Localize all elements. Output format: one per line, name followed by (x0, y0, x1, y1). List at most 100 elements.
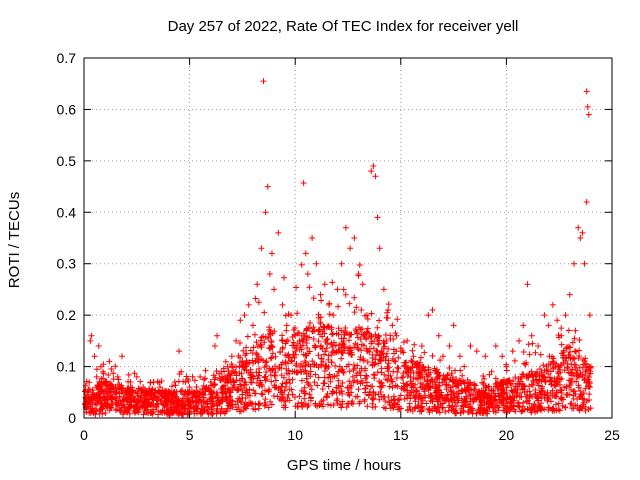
data-point (292, 332, 299, 339)
data-point (330, 401, 337, 408)
data-point (329, 373, 336, 380)
data-point (207, 387, 214, 394)
data-point (478, 399, 485, 406)
data-point (91, 353, 98, 360)
data-point (112, 363, 119, 370)
data-point (442, 375, 449, 382)
data-point (346, 368, 353, 375)
data-point (435, 332, 442, 339)
data-point (282, 352, 289, 359)
data-point (96, 397, 103, 404)
data-point (334, 286, 341, 293)
data-point (357, 336, 364, 343)
data-point (230, 368, 237, 375)
data-point (488, 368, 495, 375)
data-point (406, 400, 413, 407)
data-point (555, 400, 562, 407)
data-point (305, 361, 312, 368)
data-point (228, 401, 235, 408)
data-point (239, 375, 246, 382)
data-point (369, 395, 376, 402)
data-point (256, 369, 263, 376)
data-point (490, 387, 497, 394)
data-point (570, 260, 577, 267)
data-point (279, 301, 286, 308)
data-point (328, 341, 335, 348)
data-point (288, 386, 295, 393)
data-point (409, 408, 416, 415)
data-point (255, 400, 262, 407)
data-point (314, 382, 321, 389)
data-point (86, 379, 93, 386)
data-point (502, 379, 509, 386)
data-point (484, 408, 491, 415)
data-point (163, 397, 170, 404)
data-point (541, 377, 548, 384)
data-point (329, 331, 336, 338)
data-point (296, 337, 303, 344)
data-point (222, 358, 229, 365)
data-point (295, 400, 302, 407)
data-point (294, 340, 301, 347)
data-point (93, 366, 100, 373)
data-point (347, 245, 354, 252)
data-point (418, 400, 425, 407)
data-point (310, 324, 317, 331)
data-point (176, 348, 183, 355)
data-point (282, 312, 289, 319)
data-point (291, 325, 298, 331)
data-point (571, 355, 578, 362)
data-point (133, 373, 140, 380)
data-point (506, 393, 513, 400)
data-point (454, 390, 461, 397)
data-point (306, 284, 313, 291)
data-point (506, 377, 513, 384)
data-point (302, 250, 309, 257)
data-point (514, 383, 521, 390)
data-point (338, 260, 345, 267)
data-point (536, 365, 543, 372)
data-point (419, 364, 426, 371)
data-point (364, 358, 371, 365)
data-point (455, 381, 462, 388)
data-point (315, 311, 322, 318)
data-point (400, 385, 407, 392)
data-point (478, 387, 485, 394)
data-point (370, 371, 377, 378)
data-point (279, 337, 286, 344)
data-point (486, 383, 493, 390)
data-point (283, 327, 290, 334)
data-point (409, 364, 416, 371)
data-point (286, 397, 293, 404)
data-point (241, 385, 248, 392)
data-point (550, 355, 557, 362)
data-point (559, 354, 566, 361)
data-point (266, 271, 273, 277)
data-point (243, 344, 250, 351)
data-point (155, 408, 162, 415)
data-point (300, 179, 307, 186)
data-point (512, 408, 519, 415)
data-point (119, 353, 126, 360)
data-point (219, 390, 226, 397)
data-point (510, 389, 517, 396)
data-point (213, 389, 220, 396)
data-point (274, 393, 281, 400)
data-point (335, 368, 342, 375)
data-point (560, 359, 567, 366)
data-point (293, 360, 300, 367)
data-point (140, 392, 147, 399)
data-point (262, 209, 269, 216)
data-point (278, 337, 285, 344)
data-point (354, 329, 361, 336)
data-point (460, 403, 467, 410)
data-point (584, 376, 591, 383)
data-point (383, 350, 390, 357)
data-point (320, 380, 327, 387)
data-point (197, 410, 204, 417)
data-point (321, 281, 328, 288)
data-point (242, 360, 249, 367)
data-point (114, 373, 121, 380)
data-point (106, 380, 113, 387)
data-point (192, 406, 199, 413)
